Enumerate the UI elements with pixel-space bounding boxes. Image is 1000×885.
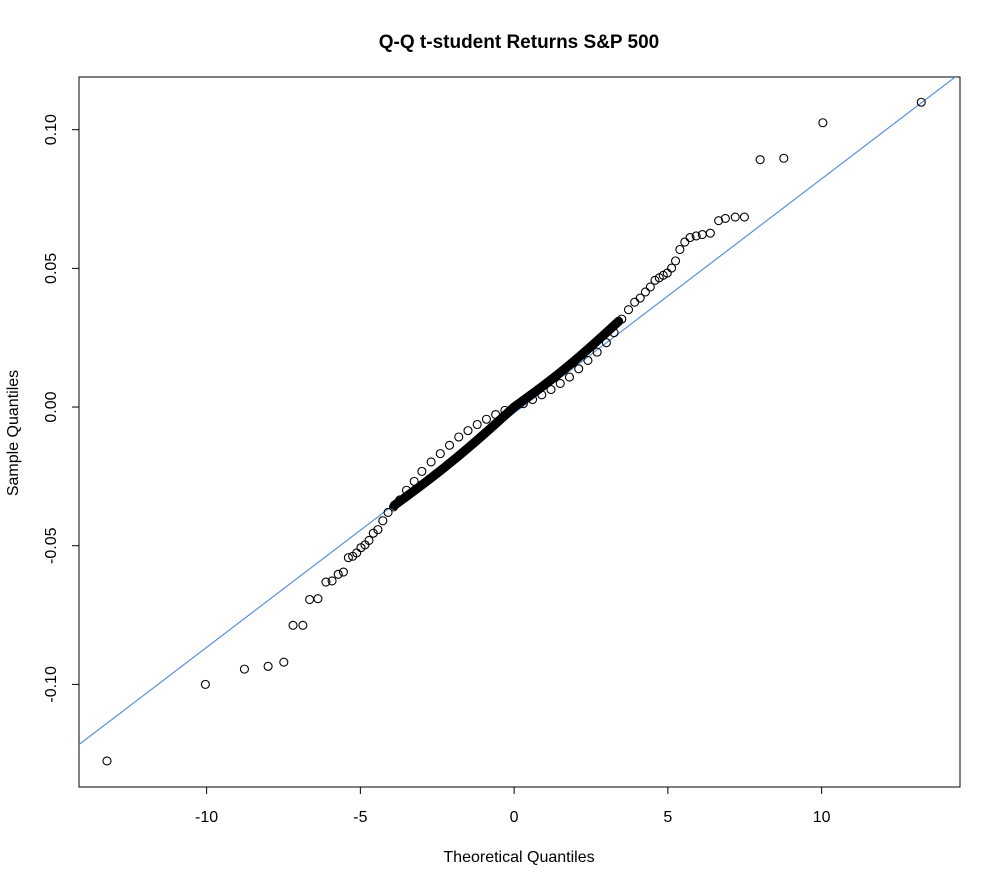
data-point <box>288 620 298 630</box>
plot-frame <box>78 76 961 788</box>
chart-title: Q-Q t-student Returns S&P 500 <box>379 32 659 53</box>
data-point <box>611 318 621 328</box>
data-point <box>635 293 645 303</box>
y-tick-label: -0.05 <box>43 527 60 564</box>
data-point <box>611 319 621 329</box>
data-point <box>200 679 210 689</box>
data-point <box>645 282 655 292</box>
data-point <box>343 553 353 563</box>
data-point <box>583 355 593 365</box>
x-tick-label: 5 <box>663 809 672 826</box>
data-point <box>675 244 685 255</box>
data-point <box>333 569 343 579</box>
data-point <box>472 419 482 430</box>
data-point <box>364 535 374 545</box>
data-point <box>321 577 331 587</box>
data-point <box>613 317 623 327</box>
data-point <box>720 213 730 223</box>
data-point <box>705 228 715 238</box>
data-point <box>102 756 112 766</box>
data-point <box>714 216 724 226</box>
data-point <box>755 155 765 165</box>
data-point <box>916 97 926 107</box>
data-point <box>383 507 393 517</box>
data-point <box>614 316 624 326</box>
data-point <box>739 212 749 222</box>
data-point <box>640 287 650 297</box>
data-point <box>612 318 622 328</box>
data-point <box>454 432 464 442</box>
data-point <box>630 297 640 307</box>
y-tick-label: 0.00 <box>43 391 60 422</box>
data-point <box>555 378 565 389</box>
data-point <box>327 576 337 586</box>
data-point <box>417 466 427 476</box>
x-tick-label: 10 <box>813 809 831 826</box>
data-point <box>667 263 677 273</box>
data-point <box>426 457 436 467</box>
data-point <box>671 256 681 266</box>
x-axis-label: Theoretical Quantiles <box>443 849 594 866</box>
data-point <box>691 231 701 241</box>
data-point <box>650 275 660 285</box>
plot-area: -10 -5 0 5 10 -0.10 -0.05 0.00 0.05 0.10 <box>43 76 961 826</box>
data-point <box>435 449 445 459</box>
data-point <box>564 372 575 382</box>
x-tick-label: -5 <box>353 809 367 826</box>
y-axis-label: Sample Quantiles <box>5 370 22 496</box>
data-point <box>818 118 828 128</box>
data-point <box>779 153 789 163</box>
data-point <box>481 414 491 424</box>
data-point <box>730 212 740 222</box>
data-point <box>574 364 584 374</box>
data-point <box>279 657 289 667</box>
reference-line <box>79 77 957 746</box>
data-point <box>680 237 690 247</box>
y-tick-label: 0.05 <box>43 253 60 284</box>
data-point <box>463 426 473 436</box>
y-tick-label: 0.10 <box>43 114 60 145</box>
data-point <box>239 664 249 674</box>
data-point <box>305 594 315 605</box>
data-point <box>373 525 383 535</box>
data-point <box>546 385 556 395</box>
data-point <box>623 305 634 315</box>
data-point <box>313 594 323 604</box>
data-point <box>378 516 388 526</box>
y-tick-label: -0.10 <box>43 666 60 703</box>
x-tick-label: -10 <box>195 809 218 826</box>
data-point <box>298 620 308 630</box>
x-tick-label: 0 <box>510 809 519 826</box>
data-point <box>685 233 695 243</box>
data-point <box>444 440 455 450</box>
data-point <box>338 567 349 577</box>
data-point <box>601 338 611 348</box>
data-point <box>592 347 602 357</box>
data-point <box>263 661 273 671</box>
